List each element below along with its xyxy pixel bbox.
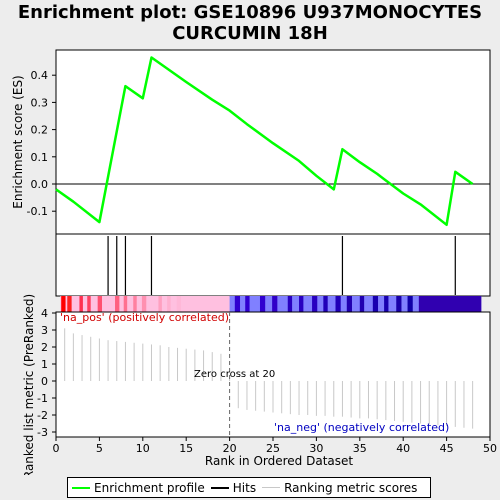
es-y-axis-label: Enrichment score (ES)	[11, 75, 25, 208]
color-bar-neg-stripe-6	[312, 296, 318, 312]
legend: Enrichment profile Hits Ranking metric s…	[67, 477, 431, 498]
x-tick-label-9: 45	[440, 442, 454, 455]
color-bar-neg-stripe-5	[299, 296, 304, 312]
x-tick-label-7: 35	[353, 442, 367, 455]
color-bar-pos-stripe-8	[141, 296, 147, 312]
rank-y-axis-label: Ranked list metric (PreRanked)	[22, 294, 36, 475]
x-tick-label-5: 25	[266, 442, 280, 455]
x-tick-label-8: 40	[396, 442, 410, 455]
color-bar-neg-stripe-1	[245, 296, 250, 312]
pos-correlated-label: 'na_pos' (positively correlated)	[60, 311, 229, 324]
es-y-tick-label-3: 0.2	[31, 124, 49, 137]
legend-label-enrichment: Enrichment profile	[94, 480, 205, 495]
color-bar-neg-stripe-7	[323, 296, 328, 312]
color-bar-pos-stripe-11	[176, 296, 181, 312]
legend-item-hits: Hits	[210, 480, 257, 495]
x-axis-label: Rank in Ordered Dataset	[205, 454, 353, 468]
color-bar-pos-stripe-6	[123, 296, 128, 312]
color-bar-neg-stripe-10	[359, 296, 365, 312]
color-bar-neg-stripe-12	[384, 296, 389, 312]
color-bar-pos-stripe-7	[133, 296, 137, 312]
hits-panel	[55, 233, 491, 297]
color-bar-neg-stripe-9	[346, 296, 352, 312]
color-bar-pos-stripe-2	[79, 296, 83, 312]
rank-color-bar	[60, 296, 482, 312]
x-tick-label-2: 10	[136, 442, 150, 455]
es-panel: -0.1 0.0 0.1 0.2 0.3 0.4 Enrichment score (ES)	[11, 49, 491, 235]
x-tick-label-6: 30	[309, 442, 323, 455]
x-tick-label-3: 15	[179, 442, 193, 455]
rank-y-tick-label-3: 0	[41, 375, 48, 388]
rank-panel: -3 -2 -1 0 1 2 3 4 Zero cross at 20 'na_pos' (pos…	[22, 294, 491, 475]
legend-swatch-hits	[210, 486, 229, 489]
color-bar-neg-stripe-0	[234, 296, 241, 312]
color-bar-pos-stripe-0	[61, 296, 66, 312]
rank-y-tick-label-7: 4	[41, 307, 48, 320]
color-bar-neg-stripe-3	[272, 296, 278, 312]
color-bar-pos-stripe-9	[158, 296, 162, 312]
color-bar-neg-stripe-11	[372, 296, 379, 312]
legend-label-hits: Hits	[232, 480, 257, 495]
legend-label-ranking: Ranking metric scores	[284, 480, 418, 495]
rank-plot-area	[55, 311, 491, 438]
es-y-tick-label-5: 0.4	[31, 69, 49, 82]
color-bar-neg-stripe-8	[335, 296, 341, 312]
legend-item-enrichment: Enrichment profile	[72, 481, 205, 495]
color-bar-pos-stripe-5	[115, 296, 120, 312]
legend-swatch-enrichment	[72, 486, 90, 489]
rank-y-tick-label-2: -1	[37, 392, 48, 405]
rank-y-tick-label-6: 3	[41, 324, 48, 337]
color-bar-pos-stripe-10	[167, 296, 171, 312]
es-y-tick-label-0: -0.1	[27, 205, 48, 218]
x-tick-label-0: 0	[53, 442, 60, 455]
color-bar-pos-stripe-4	[97, 296, 103, 312]
rank-y-tick-label-4: 1	[41, 358, 48, 371]
zero-cross-label: Zero cross at 20	[194, 369, 275, 380]
color-bar-neg-stripe-13	[396, 296, 402, 312]
rank-y-tick-label-0: -3	[37, 426, 48, 439]
chart-title-line-1: Enrichment plot: GSE10896 U937MONOCYTES	[17, 2, 483, 23]
color-bar-neg-stripe-4	[287, 296, 293, 312]
rank-y-tick-label-1: -2	[37, 409, 48, 422]
es-y-tick-label-2: 0.1	[31, 151, 49, 164]
chart-title-line-2: CURCUMIN 18H	[172, 23, 328, 44]
color-bar-neg-stripe-14	[407, 296, 413, 312]
color-bar-pos-stripe-1	[67, 296, 72, 312]
color-bar-pos-stripe-3	[87, 296, 91, 312]
chart-title: Enrichment plot: GSE10896 U937MONOCYTES …	[0, 2, 500, 44]
legend-item-ranking: Ranking metric scores	[262, 481, 417, 495]
x-tick-label-1: 5	[96, 442, 103, 455]
legend-swatch-ranking	[262, 487, 281, 488]
es-y-tick-label-1: 0.0	[31, 178, 49, 191]
rank-y-tick-label-5: 2	[41, 341, 48, 354]
x-axis: 0 5 10 15 20 25 30 35 40 45 50 Rank in Ordered Data…	[53, 437, 497, 468]
x-tick-label-4: 20	[223, 442, 237, 455]
enrichment-chart: -0.1 0.0 0.1 0.2 0.3 0.4 Enrichment score (ES)…	[11, 49, 497, 475]
enrichment-profile-line	[55, 56, 474, 227]
color-bar-neg-stripe-2	[259, 296, 266, 312]
es-y-tick-label-4: 0.3	[31, 96, 49, 109]
hits-plot-area	[55, 233, 491, 297]
x-tick-label-10: 50	[483, 442, 497, 455]
color-bar-negative	[229, 296, 482, 312]
neg-correlated-label: 'na_neg' (negatively correlated)	[274, 421, 449, 434]
color-bar-neg-stripe-15	[418, 296, 482, 312]
